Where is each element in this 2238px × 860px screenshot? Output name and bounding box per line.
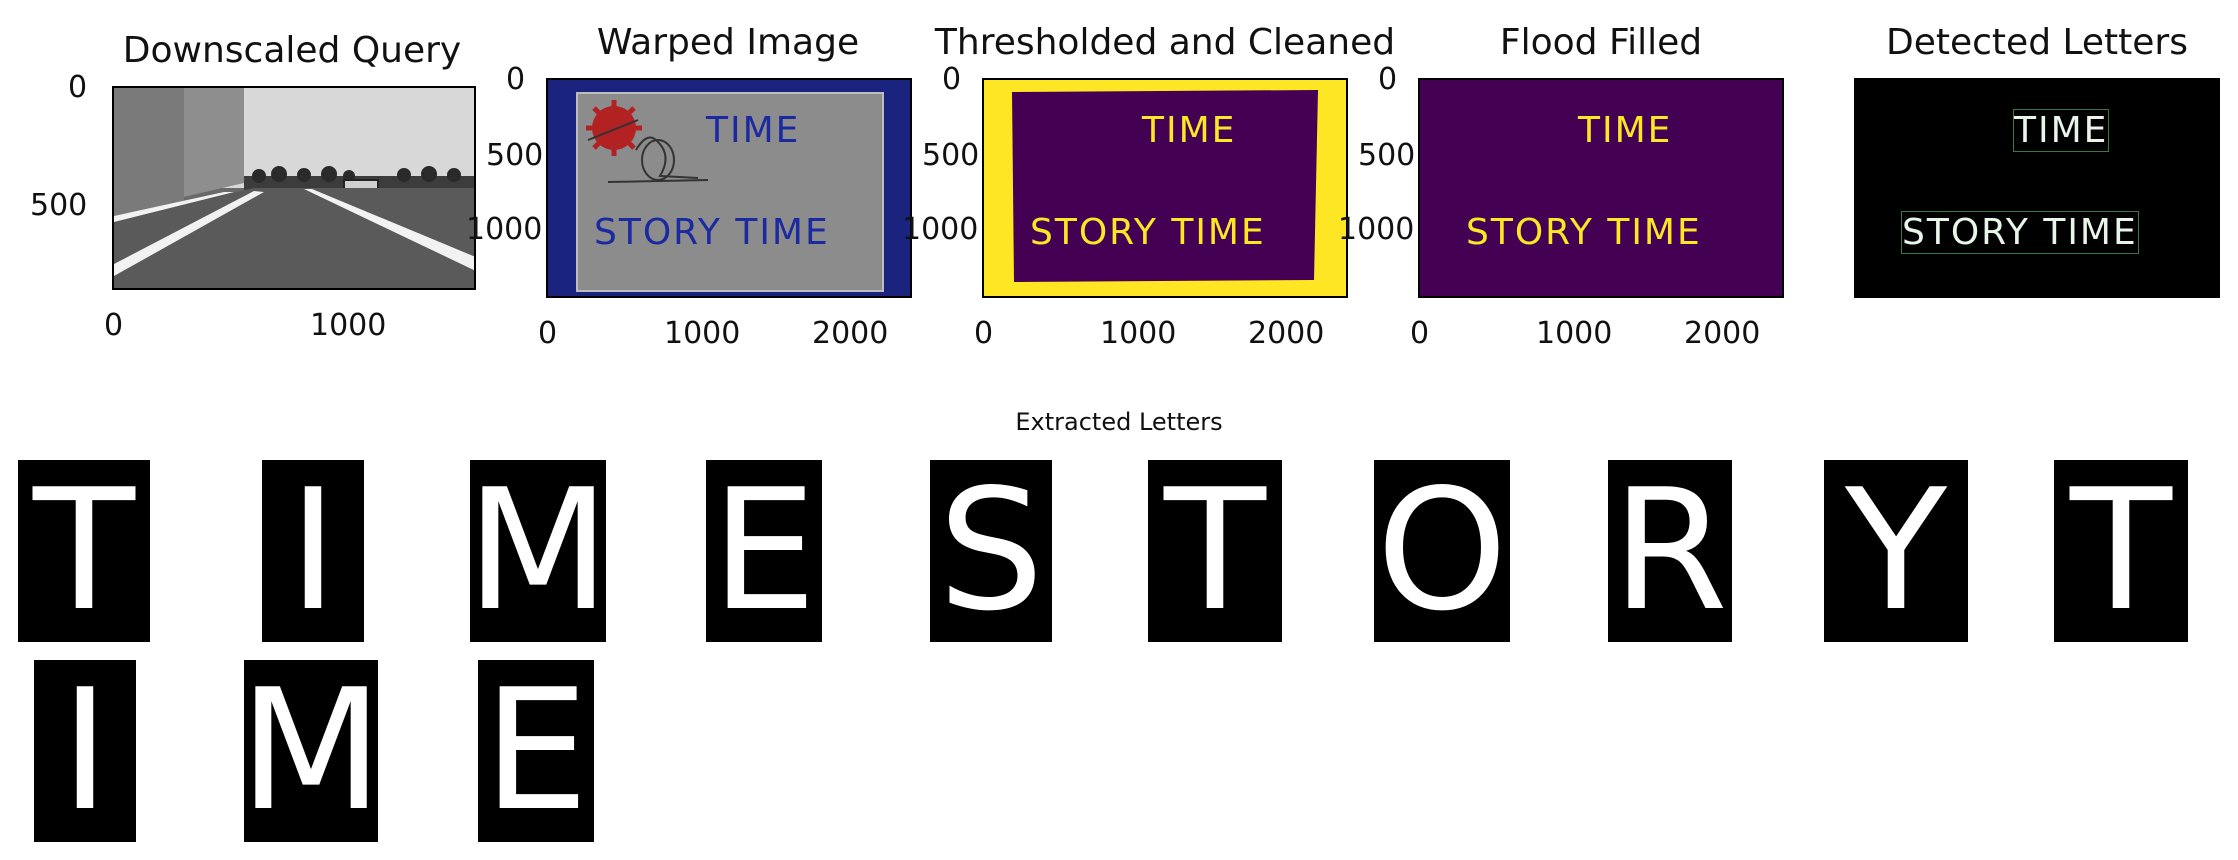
extracted-letters-title: Extracted Letters [1015,408,1223,436]
extracted-letter: E [483,660,589,842]
extracted-letter: I [288,460,338,642]
x-tick: 1000 [1536,316,1613,351]
extracted-letter-tile: T [2054,460,2188,642]
panel-title: Detected Letters [1886,22,2188,63]
detected-text-line1: TIME [2012,109,2110,152]
x-tick: 0 [1410,316,1430,351]
warped-text-line2: STORY TIME [594,212,830,253]
y-tick: 0 [1378,62,1398,97]
y-tick: 0 [68,70,88,105]
extracted-letter-tile: T [18,460,150,642]
x-tick: 2000 [812,316,889,351]
y-tick: 500 [486,138,544,173]
extracted-letter: R [1611,460,1729,642]
extracted-letter-tile: M [470,460,606,642]
panel-title: Downscaled Query [122,30,462,71]
thresholded-region [1012,90,1318,282]
x-tick: 2000 [1684,316,1761,351]
panel-title: Flood Filled [1499,22,1703,63]
warped-text-line1: TIME [706,110,801,151]
thresholded-image: TIME STORY TIME [982,78,1348,298]
x-tick: 0 [974,316,994,351]
y-tick: 500 [1358,138,1416,173]
extracted-letter-tile: R [1608,460,1732,642]
threshold-text-line2: STORY TIME [1030,212,1266,253]
extracted-letter: T [32,460,135,642]
y-tick: 0 [942,62,962,97]
extracted-letter-tile: E [478,660,594,842]
road-scene-image [112,86,476,290]
extracted-letter-tile: O [1374,460,1510,642]
panel-title: Thresholded and Cleaned [934,22,1396,63]
extracted-letter-tile: Y [1824,460,1968,642]
flood-filled-image: TIME STORY TIME [1418,78,1784,298]
detected-letters-image: TIME STORY TIME [1854,78,2220,298]
x-tick: 1000 [664,316,741,351]
y-tick: 500 [30,188,88,223]
flood-text-line2: STORY TIME [1466,212,1702,253]
y-tick: 1000 [1338,212,1415,247]
extracted-letter-tile: I [34,660,136,842]
x-tick: 0 [538,316,558,351]
x-tick: 1000 [310,308,387,343]
extracted-letter-tile: I [262,460,364,642]
extracted-letter-tile: E [706,460,822,642]
x-tick: 2000 [1248,316,1325,351]
warped-sign-image: TIME STORY TIME [546,78,912,298]
x-tick: 0 [104,308,124,343]
y-tick: 0 [506,62,526,97]
extracted-letter: M [470,460,606,642]
extracted-letter: Y [1844,460,1947,642]
extracted-letter: I [60,660,110,842]
extracted-letter-tile: S [930,460,1052,642]
extracted-letter: M [244,660,378,842]
extracted-letter: T [2069,460,2172,642]
y-tick: 500 [922,138,980,173]
extracted-letter-tile: M [244,660,378,842]
detected-text-line2: STORY TIME [1901,211,2139,254]
x-tick: 1000 [1100,316,1177,351]
flood-text-line1: TIME [1578,110,1673,151]
extracted-letter-tile: T [1148,460,1282,642]
extracted-letter: E [711,460,817,642]
y-tick: 1000 [902,212,979,247]
sign-illustration [586,100,709,183]
y-tick: 1000 [466,212,543,247]
road-scene-graphic [114,88,474,288]
extracted-letter: O [1376,460,1508,642]
extracted-letter: T [1163,460,1266,642]
threshold-text-line1: TIME [1142,110,1237,151]
extracted-letter: S [937,460,1044,642]
panel-title: Warped Image [596,22,860,63]
